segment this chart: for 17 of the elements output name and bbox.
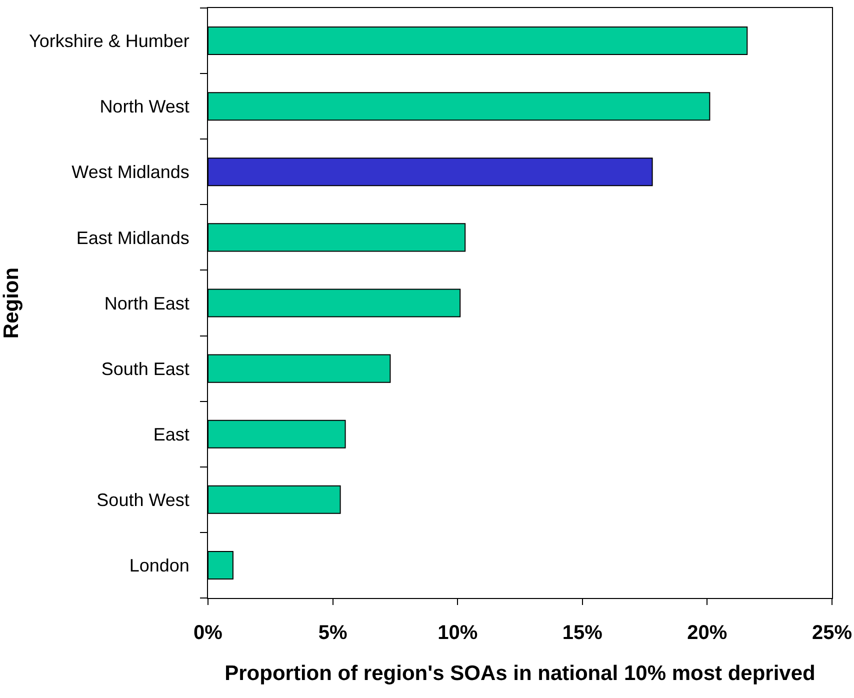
x-tick-label: 20% (687, 622, 728, 644)
y-tick-label: London (129, 556, 190, 576)
y-tick-label: East (153, 424, 190, 444)
x-tick-label: 5% (318, 622, 348, 644)
y-tick-label: South East (101, 358, 190, 379)
y-tick-label: South West (96, 490, 190, 510)
y-axis-title: Region (0, 267, 23, 339)
y-tick-label: Yorkshire & Humber (28, 31, 190, 52)
x-tick-label: 10% (438, 622, 478, 644)
x-tick-label: 0% (194, 622, 223, 644)
y-tick-label: North West (100, 96, 190, 117)
x-tick-label: 15% (562, 622, 603, 644)
y-tick-label: North East (104, 293, 190, 314)
y-tick-label: West Midlands (72, 162, 190, 182)
x-axis-title: Proportion of region's SOAs in national 10% most deprived (224, 662, 816, 686)
x-tick-label: 25% (812, 622, 852, 644)
y-tick-label: East Midlands (76, 228, 190, 248)
